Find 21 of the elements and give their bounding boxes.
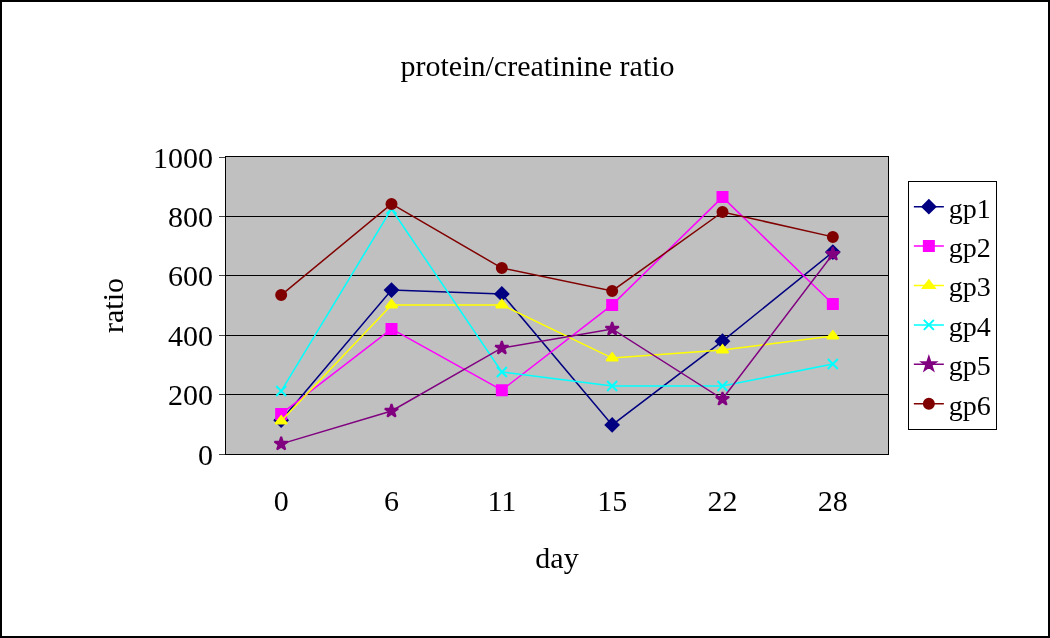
- y-axis-title: ratio: [96, 278, 129, 333]
- y-tick-label: 0: [198, 437, 213, 471]
- x-axis-title: day: [535, 540, 579, 574]
- legend-label: gp6: [948, 389, 991, 421]
- x-tick-label: 0: [273, 484, 289, 517]
- y-tick-label: 1000: [153, 140, 213, 174]
- x-tick-label: 28: [817, 484, 848, 517]
- legend-label: gp3: [948, 271, 991, 303]
- x-tick-label: 11: [487, 484, 517, 517]
- y-tick-label: 200: [168, 378, 213, 412]
- x-tick-label: 22: [707, 484, 738, 517]
- legend-label: gp2: [948, 232, 991, 264]
- legend-label: gp4: [948, 310, 991, 342]
- legend-label: gp1: [948, 192, 991, 224]
- y-tick-label: 400: [168, 318, 213, 352]
- chart-title: protein/creatinine ratio: [400, 48, 675, 82]
- y-tick-label: 800: [168, 199, 213, 233]
- y-tick-label: 600: [168, 259, 213, 293]
- x-tick-label: 6: [384, 484, 399, 517]
- x-tick-label: 15: [597, 484, 628, 517]
- legend-label: gp5: [948, 350, 991, 382]
